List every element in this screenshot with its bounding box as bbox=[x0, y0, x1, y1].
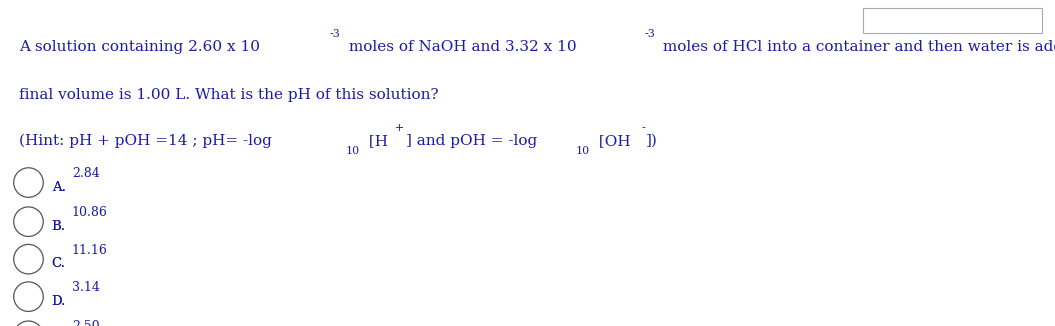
Text: 10: 10 bbox=[576, 146, 590, 156]
Text: B.: B. bbox=[52, 220, 65, 233]
Text: C.: C. bbox=[52, 257, 65, 270]
Text: +: + bbox=[395, 123, 404, 133]
Text: -: - bbox=[641, 123, 645, 133]
Text: ]): ]) bbox=[646, 134, 658, 148]
Text: [H: [H bbox=[364, 134, 387, 148]
Text: 2.84: 2.84 bbox=[72, 167, 99, 180]
Text: 3.14: 3.14 bbox=[73, 281, 100, 294]
Text: B.: B. bbox=[52, 220, 65, 233]
Text: ] and pOH = -log: ] and pOH = -log bbox=[406, 134, 537, 148]
Text: moles of NaOH and 3.32 x 10: moles of NaOH and 3.32 x 10 bbox=[344, 39, 577, 53]
Text: final volume is 1.00 L. What is the pH of this solution?: final volume is 1.00 L. What is the pH o… bbox=[19, 88, 439, 102]
Text: 10: 10 bbox=[345, 146, 360, 156]
Text: (Hint: pH + pOH =14 ; pH= -log: (Hint: pH + pOH =14 ; pH= -log bbox=[19, 134, 272, 148]
Text: moles of HCl into a container and then water is added until the: moles of HCl into a container and then w… bbox=[658, 39, 1055, 53]
Text: A solution containing 2.60 x 10: A solution containing 2.60 x 10 bbox=[19, 39, 260, 53]
Text: A.: A. bbox=[52, 181, 65, 194]
Text: 2.50: 2.50 bbox=[72, 320, 99, 326]
Text: A.: A. bbox=[52, 181, 65, 194]
FancyBboxPatch shape bbox=[863, 8, 1042, 33]
Text: -3: -3 bbox=[645, 29, 655, 39]
Text: 10.86: 10.86 bbox=[72, 206, 108, 219]
Text: 11.16: 11.16 bbox=[72, 244, 108, 257]
Text: D.: D. bbox=[52, 295, 66, 308]
Text: C.: C. bbox=[52, 257, 65, 270]
Text: -3: -3 bbox=[330, 29, 341, 39]
Text: D.: D. bbox=[52, 295, 66, 308]
Text: [OH: [OH bbox=[594, 134, 631, 148]
